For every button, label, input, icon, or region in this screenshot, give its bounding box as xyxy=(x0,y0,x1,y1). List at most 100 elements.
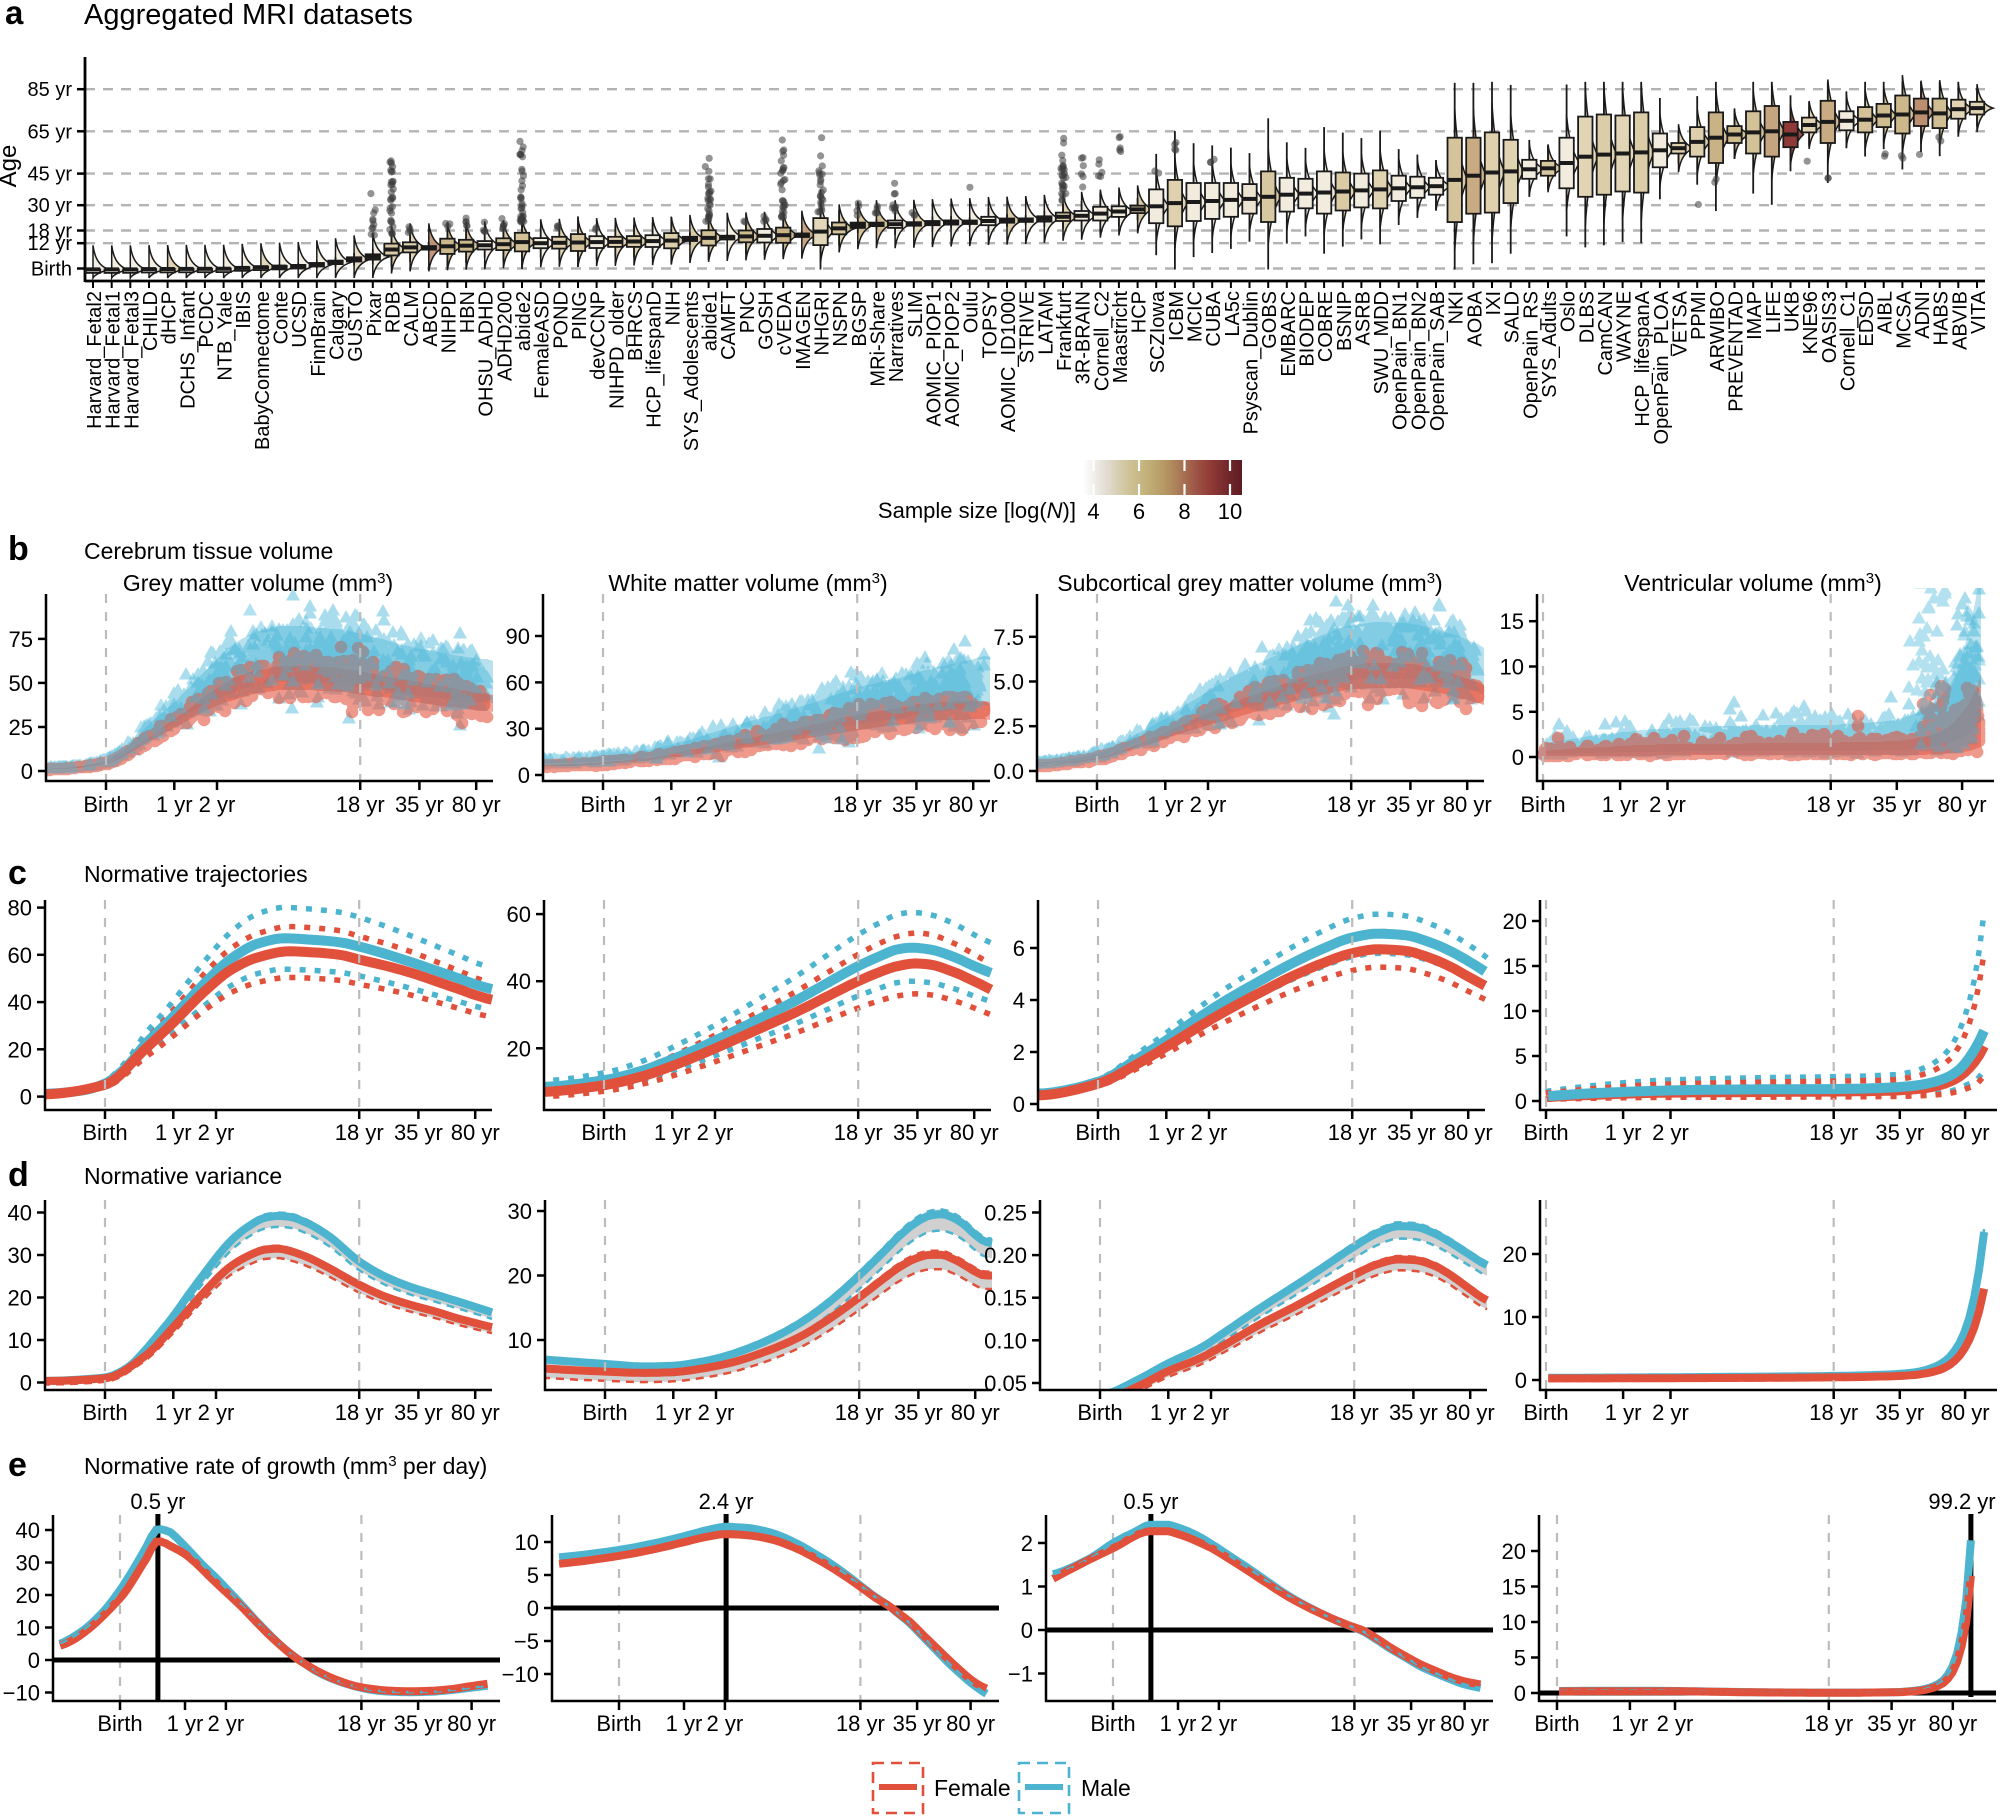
svg-text:EDSD: EDSD xyxy=(1856,291,1878,347)
svg-text:20: 20 xyxy=(1503,1242,1527,1267)
svg-text:40: 40 xyxy=(16,1518,40,1543)
svg-text:Grey matter volume (mm3): Grey matter volume (mm3) xyxy=(123,570,393,596)
svg-text:Harvard_Fetal3: Harvard_Fetal3 xyxy=(121,291,143,429)
svg-text:Birth: Birth xyxy=(1520,792,1565,817)
svg-text:IBIS: IBIS xyxy=(233,291,255,329)
svg-text:GOBS: GOBS xyxy=(1259,291,1281,349)
svg-text:OASIS3: OASIS3 xyxy=(1819,291,1841,363)
svg-text:2 yr: 2 yr xyxy=(1649,792,1686,817)
svg-text:AOBA: AOBA xyxy=(1464,290,1486,346)
svg-text:60: 60 xyxy=(507,902,531,927)
svg-text:10: 10 xyxy=(1500,655,1524,680)
svg-text:PNC: PNC xyxy=(737,291,759,333)
svg-text:BHRCS: BHRCS xyxy=(625,291,647,361)
svg-text:Normative variance: Normative variance xyxy=(84,1163,282,1189)
svg-text:75: 75 xyxy=(9,627,33,652)
svg-text:COBRE: COBRE xyxy=(1315,291,1337,362)
svg-text:FemaleASD: FemaleASD xyxy=(532,291,554,399)
svg-text:−1: −1 xyxy=(1008,1662,1033,1687)
svg-text:0: 0 xyxy=(1013,1092,1025,1117)
svg-text:FinnBrain: FinnBrain xyxy=(308,291,330,377)
svg-text:IMAP: IMAP xyxy=(1744,291,1766,340)
svg-text:Psyscan_Dublin: Psyscan_Dublin xyxy=(1241,291,1263,434)
svg-text:45 yr: 45 yr xyxy=(28,164,73,186)
svg-text:80 yr: 80 yr xyxy=(1941,1120,1990,1145)
svg-text:80 yr: 80 yr xyxy=(950,1120,999,1145)
svg-text:18 yr: 18 yr xyxy=(834,1120,883,1145)
svg-text:1 yr: 1 yr xyxy=(1602,792,1639,817)
svg-text:8: 8 xyxy=(1178,499,1190,524)
svg-text:Birth: Birth xyxy=(1075,1120,1120,1145)
svg-text:Narratives: Narratives xyxy=(886,291,908,382)
svg-text:30: 30 xyxy=(16,1551,40,1576)
svg-text:ABCD: ABCD xyxy=(420,291,442,347)
svg-text:HCP_lifespanD: HCP_lifespanD xyxy=(644,291,666,428)
svg-text:35 yr: 35 yr xyxy=(1387,1711,1436,1736)
svg-text:c: c xyxy=(8,854,27,892)
svg-text:OpenPain_PLOA: OpenPain_PLOA xyxy=(1651,290,1673,444)
svg-text:2: 2 xyxy=(1013,1040,1025,1065)
svg-text:0: 0 xyxy=(28,1648,40,1673)
svg-text:1 yr: 1 yr xyxy=(666,1711,703,1736)
svg-text:NIHPD_older: NIHPD_older xyxy=(606,291,628,409)
svg-text:35 yr: 35 yr xyxy=(1872,792,1921,817)
svg-text:LIFE: LIFE xyxy=(1763,291,1785,333)
svg-text:abide1: abide1 xyxy=(700,291,722,351)
svg-text:2 yr: 2 yr xyxy=(208,1711,245,1736)
svg-text:BIODEP: BIODEP xyxy=(1297,291,1319,367)
svg-text:18 yr: 18 yr xyxy=(836,1711,885,1736)
svg-text:a: a xyxy=(5,0,24,31)
svg-text:35 yr: 35 yr xyxy=(1867,1711,1916,1736)
svg-text:2.4 yr: 2.4 yr xyxy=(699,1489,754,1514)
svg-text:1 yr: 1 yr xyxy=(1150,1400,1187,1425)
svg-text:Normative trajectories: Normative trajectories xyxy=(84,861,308,887)
svg-text:EMBARC: EMBARC xyxy=(1278,291,1300,377)
svg-text:White matter volume (mm3): White matter volume (mm3) xyxy=(608,570,887,596)
svg-text:5: 5 xyxy=(1515,1044,1527,1069)
svg-text:40: 40 xyxy=(8,1201,32,1226)
svg-text:PREVENTAD: PREVENTAD xyxy=(1726,291,1748,412)
svg-text:25: 25 xyxy=(9,715,33,740)
svg-text:Subcortical grey matter volume: Subcortical grey matter volume (mm3) xyxy=(1057,570,1442,596)
svg-text:Sample size [log(N)]: Sample size [log(N)] xyxy=(878,498,1076,523)
svg-text:35 yr: 35 yr xyxy=(893,1711,942,1736)
svg-text:5: 5 xyxy=(1514,1646,1526,1671)
svg-text:MCSA: MCSA xyxy=(1893,290,1915,348)
svg-text:Birth: Birth xyxy=(582,1400,627,1425)
svg-text:65 yr: 65 yr xyxy=(28,121,73,143)
svg-text:2 yr: 2 yr xyxy=(696,792,733,817)
svg-text:dHCP: dHCP xyxy=(159,291,181,344)
svg-text:Birth: Birth xyxy=(581,1120,626,1145)
svg-text:1: 1 xyxy=(1021,1575,1033,1600)
svg-text:Birth: Birth xyxy=(1077,1400,1122,1425)
svg-text:DCHS_Infant: DCHS_Infant xyxy=(177,291,199,409)
svg-text:2 yr: 2 yr xyxy=(697,1120,734,1145)
svg-text:5.0: 5.0 xyxy=(993,670,1024,695)
svg-text:Cornell_C1: Cornell_C1 xyxy=(1837,291,1859,391)
svg-text:NHGRI: NHGRI xyxy=(812,291,834,355)
svg-text:AOMIC_PIOP2: AOMIC_PIOP2 xyxy=(942,291,964,427)
svg-text:SALD: SALD xyxy=(1502,291,1524,343)
svg-text:0.25: 0.25 xyxy=(984,1201,1027,1226)
svg-text:0: 0 xyxy=(21,759,33,784)
svg-text:Harvard_Fetal2: Harvard_Fetal2 xyxy=(84,291,106,429)
svg-text:HCP: HCP xyxy=(1129,291,1151,333)
svg-text:10: 10 xyxy=(508,1328,532,1353)
svg-text:90: 90 xyxy=(506,624,530,649)
svg-text:35 yr: 35 yr xyxy=(1875,1120,1924,1145)
svg-text:CALM: CALM xyxy=(401,291,423,347)
svg-text:15: 15 xyxy=(1503,954,1527,979)
svg-text:−10: −10 xyxy=(502,1662,539,1687)
svg-text:1 yr: 1 yr xyxy=(1612,1711,1649,1736)
svg-text:80 yr: 80 yr xyxy=(1446,1400,1495,1425)
svg-text:Normative rate of growth (mm3: Normative rate of growth (mm3 per day) xyxy=(84,1453,487,1479)
svg-text:Birth: Birth xyxy=(580,792,625,817)
svg-text:OpenPain_RS: OpenPain_RS xyxy=(1520,291,1542,419)
svg-text:CamCAN: CamCAN xyxy=(1595,291,1617,375)
svg-text:85 yr: 85 yr xyxy=(28,79,73,101)
svg-text:Birth: Birth xyxy=(83,792,128,817)
svg-text:0: 0 xyxy=(1021,1618,1033,1643)
svg-text:1 yr: 1 yr xyxy=(1160,1711,1197,1736)
svg-text:NTB_Yale: NTB_Yale xyxy=(215,291,237,381)
svg-text:ABVIB: ABVIB xyxy=(1949,291,1971,350)
